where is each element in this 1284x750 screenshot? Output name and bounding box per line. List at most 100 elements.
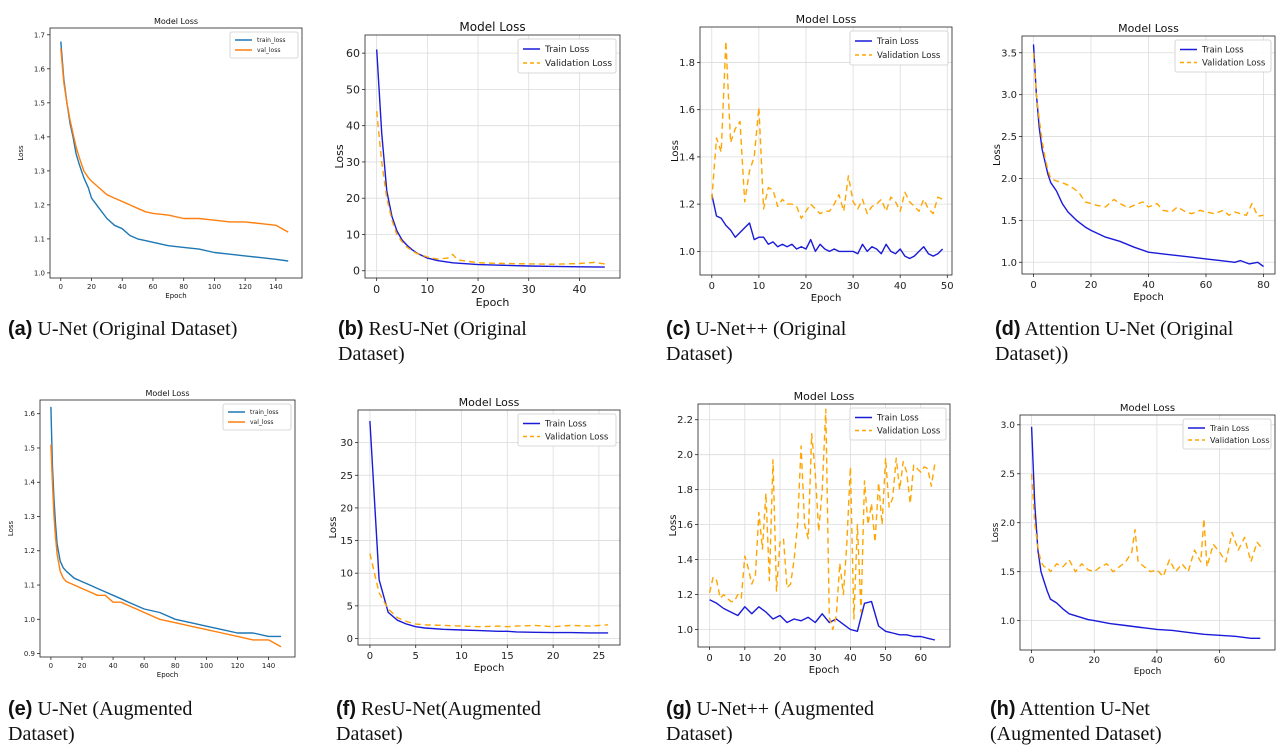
- legend-label: Train Loss: [544, 45, 590, 55]
- series-line-0: [711, 194, 944, 260]
- legend-label: Validation Loss: [545, 432, 609, 442]
- caption-b: (b) ResU-Net (Original Dataset): [338, 317, 583, 367]
- chart-c: 0 10 20 30 40 50 1.0 1.2 1.4 1.6 1.8 Model Loss Epoc…: [670, 13, 954, 304]
- x-tick-label: 30: [847, 281, 860, 292]
- caption-text: Attention U-Net (Augmented Dataset): [990, 698, 1162, 745]
- x-axis-label: Epoch: [809, 665, 840, 676]
- y-axis-label: Loss: [668, 515, 679, 537]
- caption-f: (f) ResU-Net(Augmented Dataset): [336, 697, 606, 747]
- y-tick-label: 25: [340, 471, 353, 482]
- y-tick-label: 1.7: [34, 31, 45, 39]
- series-line-0: [1032, 44, 1264, 268]
- chart-title: Model Loss: [796, 13, 857, 26]
- x-tick-label: 80: [1257, 280, 1270, 291]
- x-axis-label: Epoch: [157, 671, 178, 679]
- x-tick-label: 120: [238, 283, 251, 291]
- series-line-0: [709, 599, 936, 641]
- caption-g: (g) U-Net++ (Augmented Dataset): [666, 697, 926, 747]
- x-tick-label: 60: [914, 653, 927, 664]
- legend-label: Train Loss: [544, 419, 587, 429]
- y-axis-label: Loss: [328, 517, 339, 539]
- series-line-1: [711, 40, 943, 219]
- legend-label: Train Loss: [876, 37, 919, 47]
- legend-box: [517, 38, 617, 74]
- plot-frame: [364, 34, 621, 279]
- y-tick-label: 0.9: [24, 650, 35, 658]
- x-tick-label: 120: [231, 662, 244, 670]
- chart-title: Model Loss: [459, 20, 525, 34]
- y-tick-label: 1.4: [679, 152, 695, 163]
- legend-box: [222, 403, 292, 431]
- y-axis-label: Loss: [991, 522, 1001, 542]
- x-tick-label: 0: [49, 662, 53, 670]
- series-line-0: [60, 41, 289, 262]
- y-tick-label: 1.4: [34, 133, 46, 141]
- x-tick-label: 0: [59, 283, 63, 291]
- y-tick-label: 1.6: [34, 65, 46, 73]
- y-axis-label: Loss: [7, 520, 15, 536]
- y-tick-label: 1.0: [24, 616, 35, 624]
- plot-frame: [39, 399, 296, 658]
- caption-a: (a) U-Net (Original Dataset): [8, 317, 258, 342]
- chart-a: 0 20 40 60 80 100 120 140 1.0 1.1 1.2 1.3 1.4 1.5 1.6 1…: [17, 17, 303, 300]
- x-tick-label: 20: [1089, 656, 1101, 666]
- y-axis-label: Loss: [992, 144, 1003, 166]
- x-axis-label: Epoch: [1134, 667, 1162, 677]
- legend-box: [1174, 39, 1272, 73]
- x-tick-label: 40: [844, 653, 857, 664]
- x-tick-label: 140: [262, 662, 275, 670]
- caption-text: U-Net++ (Original Dataset): [666, 318, 847, 365]
- x-tick-label: 60: [1200, 280, 1213, 291]
- x-axis-label: Epoch: [474, 663, 505, 674]
- y-tick-label: 1.6: [679, 105, 695, 116]
- x-tick-label: 20: [87, 283, 96, 291]
- x-tick-label: 40: [118, 283, 127, 291]
- x-tick-label: 20: [774, 653, 787, 664]
- y-axis-label: Loss: [17, 145, 25, 161]
- caption-letter: (e): [8, 698, 33, 720]
- y-tick-label: 3.5: [1001, 48, 1017, 59]
- chart-panel-b: 0 10 20 30 40 0 10 20 30 40 50 60 Model Loss Epoch Los…: [333, 10, 625, 310]
- x-tick-label: 10: [738, 653, 751, 664]
- y-tick-label: 10: [340, 569, 353, 580]
- x-tick-label: 40: [894, 281, 907, 292]
- legend-label: Validation Loss: [877, 51, 941, 61]
- y-tick-label: 40: [346, 120, 360, 133]
- caption-c: (c) U-Net++ (Original Dataset): [666, 317, 901, 367]
- chart-panel-g: 0 10 20 30 40 50 60 1.0 1.2 1.4 1.6 1.8 2.0 2.2 Model …: [660, 385, 960, 680]
- chart-g: 0 10 20 30 40 50 60 1.0 1.2 1.4 1.6 1.8 2.0 2.2 Model …: [668, 390, 951, 676]
- legend-label: val_loss: [257, 47, 280, 54]
- chart-title: Model Loss: [459, 396, 520, 409]
- y-tick-label: 30: [340, 438, 353, 449]
- chart-d: 0 20 40 60 80 1.0 1.5 2.0 2.5 3.0 3.5 Model Loss Epo…: [992, 22, 1276, 303]
- y-tick-label: 2.0: [1001, 174, 1017, 185]
- series-line-1: [1030, 473, 1264, 578]
- x-tick-label: 10: [455, 651, 468, 662]
- y-tick-label: 2.0: [677, 450, 693, 461]
- x-tick-label: 50: [879, 653, 892, 664]
- y-tick-label: 60: [346, 47, 360, 60]
- caption-text: ResU-Net (Original Dataset): [338, 318, 527, 365]
- y-tick-label: 5: [347, 601, 353, 612]
- legend-label: Train Loss: [1209, 424, 1249, 433]
- series-line-0: [50, 406, 281, 638]
- y-tick-label: 1.6: [677, 520, 693, 531]
- y-tick-label: 2.2: [677, 415, 693, 426]
- x-axis-label: Epoch: [1133, 292, 1164, 303]
- x-tick-label: 0: [1030, 280, 1036, 291]
- y-tick-label: 1.8: [679, 58, 695, 69]
- y-tick-label: 1.1: [24, 581, 35, 589]
- caption-letter: (b): [338, 318, 364, 340]
- caption-letter: (g): [666, 698, 692, 720]
- x-tick-label: 0: [367, 651, 373, 662]
- y-tick-label: 30: [346, 156, 360, 169]
- y-axis-label: Loss: [333, 144, 346, 168]
- legend-label: Validation Loss: [545, 59, 612, 69]
- x-tick-label: 0: [373, 283, 380, 296]
- legend-label: Validation Loss: [877, 426, 941, 436]
- x-tick-label: 0: [709, 281, 715, 292]
- x-tick-label: 40: [109, 662, 118, 670]
- chart-f: 0 5 10 15 20 25 0 5 10 15 20 25 30 Model Loss Epoch Los…: [328, 396, 621, 674]
- legend-label: val_loss: [250, 419, 273, 426]
- series-line-1: [376, 111, 605, 265]
